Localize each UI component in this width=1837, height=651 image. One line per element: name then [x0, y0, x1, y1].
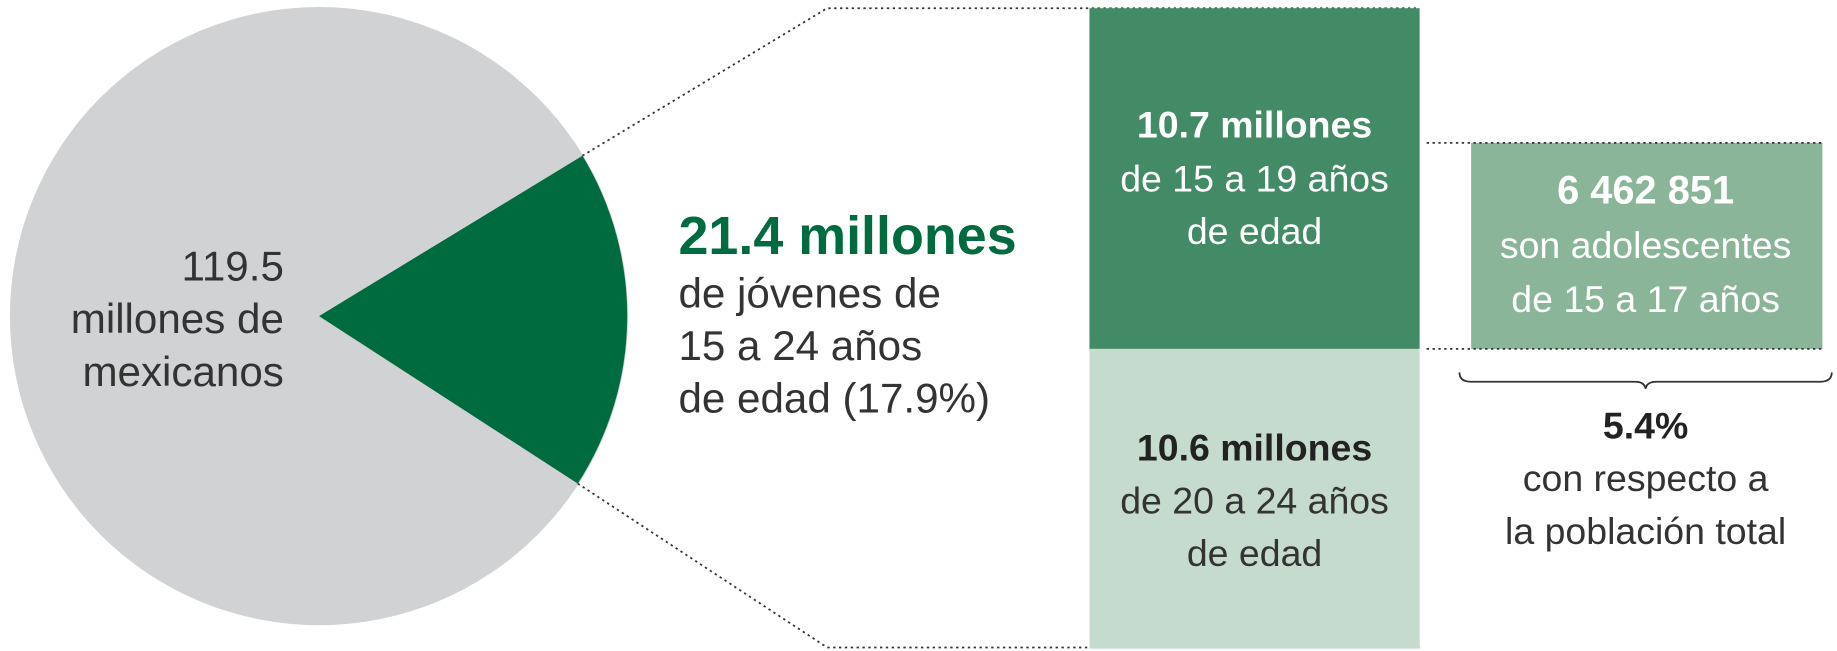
box-15-19	[1089, 8, 1420, 349]
headline: 6 462 851	[1557, 169, 1734, 213]
youth-slice	[319, 155, 628, 484]
label-line: de edad (17.9%)	[678, 375, 990, 422]
label-line: de edad	[1187, 210, 1322, 252]
label-line: millones de	[71, 295, 284, 342]
label-line: con respecto a	[1523, 457, 1769, 499]
label-line: 15 a 24 años	[678, 322, 922, 369]
box-20-24	[1089, 348, 1420, 649]
headline: 10.7 millones	[1137, 104, 1372, 146]
label-line: de 15 a 17 años	[1511, 278, 1780, 320]
label-line: 119.5	[182, 242, 284, 289]
label-line: de edad	[1187, 532, 1322, 574]
label-line: mexicanos	[82, 348, 283, 395]
brace	[1458, 372, 1833, 389]
headline: 10.6 millones	[1137, 427, 1372, 469]
label-line: son adolescentes	[1500, 224, 1792, 266]
box-teens	[1471, 142, 1823, 349]
headline: 5.4%	[1603, 404, 1688, 446]
label-line: la población total	[1505, 510, 1786, 552]
label-line: de 15 a 19 años	[1120, 157, 1389, 199]
label-line: de jóvenes de	[678, 269, 940, 316]
headline: 21.4 millones	[678, 206, 1016, 266]
label-line: de 20 a 24 años	[1120, 479, 1389, 521]
